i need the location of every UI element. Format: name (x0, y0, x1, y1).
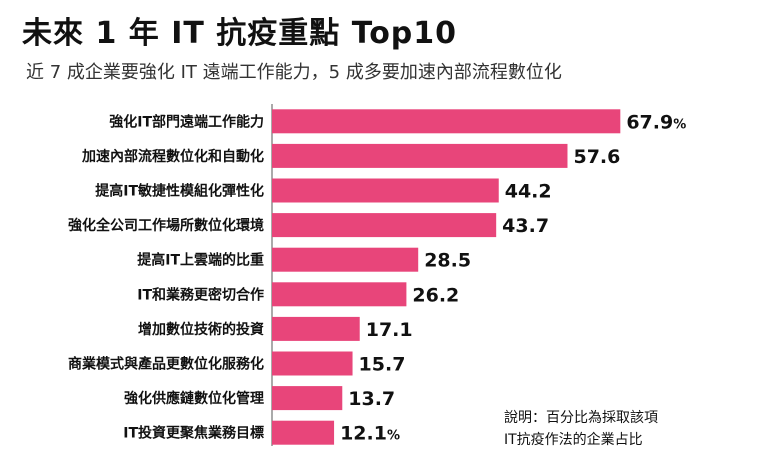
chart-title: 未來 1 年 IT 抗疫重點 Top10 (22, 16, 458, 51)
bar (272, 247, 419, 272)
bar (272, 282, 407, 307)
category-label: 增加數位技術的投資 (138, 321, 264, 338)
note-line-1: 說明：百分比為採取該項 (504, 410, 658, 426)
chart-subtitle: 近 7 成企業要強化 IT 遠端工作能力，5 成多要加速內部流程數位化 (26, 62, 562, 83)
category-label: 強化供應鏈數位化管理 (124, 390, 264, 407)
category-label: 加速內部流程數位化和自動化 (81, 148, 264, 165)
data-label: 13.7 (348, 388, 395, 410)
bars-group: 強化IT部門遠端工作能力 67.9% 加速內部流程數位化和自動化 57.6 提高IT敏捷… (68, 109, 686, 445)
note-line-2: IT抗疫作法的企業占比 (504, 432, 643, 448)
category-label: 強化全公司工作場所數位化環境 (68, 217, 264, 234)
bar (272, 143, 568, 168)
bar (272, 420, 335, 445)
bar (272, 178, 499, 203)
category-label: 商業模式與產品更數位化服務化 (68, 356, 264, 373)
data-label: 44.2 (505, 181, 552, 203)
bar (272, 351, 353, 376)
data-label: 28.5 (424, 250, 471, 272)
category-label: IT投資更聚焦業務目標 (123, 425, 264, 442)
data-label: 17.1 (366, 319, 413, 341)
category-label: 提高IT敏捷性模組化彈性化 (95, 183, 264, 200)
unit-label: % (387, 429, 400, 444)
category-label: IT和業務更密切合作 (137, 286, 264, 303)
data-label: 12.1% (340, 423, 400, 445)
data-label: 67.9% (626, 111, 686, 133)
data-label: 43.7 (502, 215, 549, 237)
bar (272, 316, 360, 341)
category-label: 提高IT上雲端的比重 (137, 252, 264, 269)
chart-note: 說明：百分比為採取該項 IT抗疫作法的企業占比 (504, 407, 658, 451)
unit-label: % (673, 117, 686, 132)
data-label: 57.6 (573, 146, 620, 168)
bar (272, 213, 497, 238)
bar (272, 386, 343, 411)
data-label: 15.7 (359, 354, 406, 376)
data-label: 26.2 (412, 284, 459, 306)
category-label: 強化IT部門遠端工作能力 (109, 113, 264, 130)
bar (272, 109, 621, 134)
